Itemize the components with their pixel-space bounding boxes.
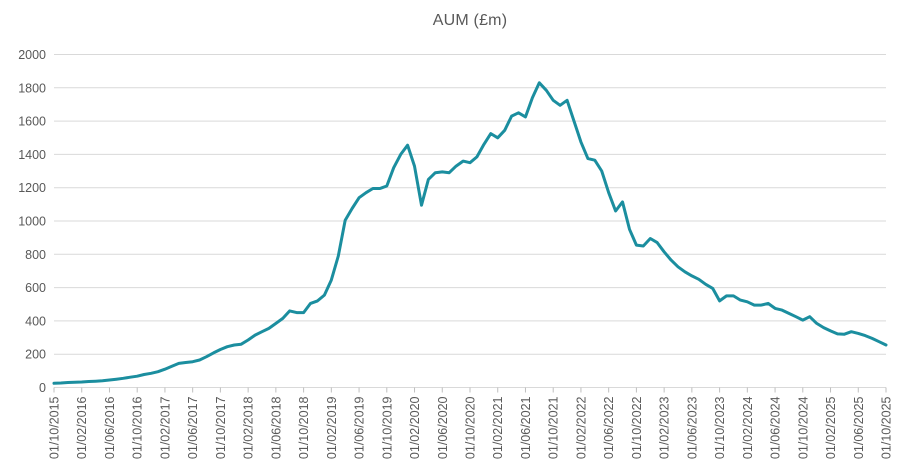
x-tick-label: 01/06/2023 <box>685 396 699 459</box>
x-tick-label: 01/10/2020 <box>464 396 478 459</box>
x-tick-label: 01/06/2024 <box>769 396 783 459</box>
gridlines <box>54 54 886 355</box>
x-tick-label: 01/06/2017 <box>186 396 200 459</box>
x-tick-label: 01/02/2025 <box>824 396 838 459</box>
y-tick-label: 1000 <box>18 215 46 229</box>
x-tick-label: 01/06/2021 <box>519 396 533 459</box>
y-tick-label: 400 <box>25 314 46 328</box>
x-tick-label: 01/10/2022 <box>630 396 644 459</box>
x-tick-label: 01/02/2017 <box>158 396 172 459</box>
x-tick-label: 01/10/2019 <box>380 396 394 459</box>
x-tick-label: 01/02/2020 <box>408 396 422 459</box>
x-tick-label: 01/06/2022 <box>602 396 616 459</box>
x-tick-label: 01/06/2018 <box>269 396 283 459</box>
y-tick-label: 0 <box>39 381 46 395</box>
y-axis-labels: 0 200 400 600 800 1000 1200 1400 1600 1800 2000 <box>18 48 46 395</box>
y-tick-label: 1400 <box>18 148 46 162</box>
x-tick-label: 01/02/2024 <box>741 396 755 459</box>
x-tick-label: 01/02/2022 <box>574 396 588 459</box>
y-tick-label: 1800 <box>18 81 46 95</box>
x-tick-label: 01/06/2020 <box>436 396 450 459</box>
y-tick-label: 2000 <box>18 48 46 62</box>
x-tick-label: 01/10/2017 <box>214 396 228 459</box>
y-tick-label: 800 <box>25 248 46 262</box>
x-tick-label: 01/02/2023 <box>658 396 672 459</box>
chart-title: AUM (£m) <box>432 12 508 29</box>
x-tick-label: 01/06/2025 <box>852 396 866 459</box>
x-tick-label: 01/10/2025 <box>880 396 894 459</box>
x-tick-label: 01/10/2021 <box>547 396 561 459</box>
x-tick-label: 01/06/2019 <box>353 396 367 459</box>
x-tick-label: 01/10/2018 <box>297 396 311 459</box>
x-tick-label: 01/06/2016 <box>103 396 117 459</box>
x-tick-label: 01/02/2016 <box>75 396 89 459</box>
x-tick-label: 01/02/2019 <box>325 396 339 459</box>
x-tick-label: 01/10/2024 <box>796 396 810 459</box>
y-tick-label: 200 <box>25 348 46 362</box>
x-axis-ticks <box>53 387 887 393</box>
y-tick-label: 1600 <box>18 115 46 129</box>
x-axis-labels: 01/10/2015 01/02/2016 01/06/2016 01/10/2016… <box>48 396 894 459</box>
aum-line-series <box>52 81 888 385</box>
y-tick-label: 1200 <box>18 181 46 195</box>
x-tick-label: 01/10/2015 <box>48 396 62 459</box>
y-tick-label: 600 <box>25 281 46 295</box>
x-tick-label: 01/02/2018 <box>242 396 256 459</box>
x-tick-label: 01/10/2016 <box>131 396 145 459</box>
x-tick-label: 01/10/2023 <box>713 396 727 459</box>
x-tick-label: 01/02/2021 <box>491 396 505 459</box>
